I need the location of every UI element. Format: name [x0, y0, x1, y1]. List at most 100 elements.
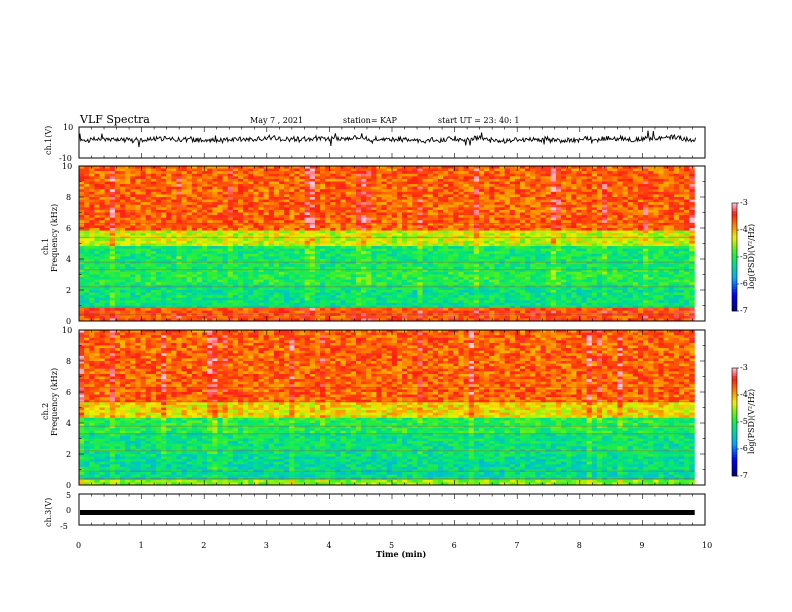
spectrogram-cell [314, 199, 321, 203]
spectrogram-cell [632, 264, 639, 268]
spectrogram-cell [109, 189, 116, 193]
spectrogram-cell [627, 228, 634, 231]
spectrogram-cell [284, 166, 290, 169]
spectrogram-cell [499, 215, 506, 219]
spectrogram-cell [232, 204, 239, 208]
spectrogram-cell [243, 243, 249, 247]
spectrogram-cell [535, 166, 541, 169]
spectrogram-cell [309, 253, 316, 257]
spectrogram-cell [653, 194, 659, 198]
spectrogram-cell [325, 238, 331, 242]
spectrogram-cell [176, 204, 182, 208]
spectrogram-cell [294, 238, 300, 242]
spectrogram-cell [340, 238, 347, 242]
spectrogram-cell [222, 212, 229, 216]
spectrogram-cell [468, 228, 475, 231]
spectrogram-cell [561, 186, 567, 190]
spectrogram-cell [525, 204, 531, 208]
spectrogram-cell [566, 264, 572, 268]
spectrogram-cell [463, 173, 470, 177]
spectrogram-cell [427, 212, 434, 216]
spectrogram-cell [648, 168, 654, 172]
spectrogram-cell [540, 189, 547, 193]
spectrogram-cell [166, 186, 172, 190]
spectrogram-cell [278, 238, 285, 242]
spectrogram-cell [678, 259, 685, 262]
spectrogram-cell [99, 186, 106, 190]
spectrogram-cell [571, 225, 577, 229]
spectrogram-cell [120, 269, 126, 273]
spectrogram-cell [602, 220, 608, 224]
spectrogram-cell [473, 166, 480, 169]
spectrogram-cell [155, 266, 162, 270]
spectrogram-cell [535, 225, 541, 229]
spectrogram-cell [299, 202, 306, 206]
spectrogram-cell [648, 222, 654, 226]
spectrogram-cell [166, 225, 172, 229]
spectrogram-cell [458, 251, 464, 255]
spectrogram-cell [325, 209, 331, 213]
spectrogram-cell [637, 222, 644, 226]
spectrogram-cell [273, 168, 280, 172]
spectrogram-cell [581, 171, 588, 175]
spectrogram-cell [207, 243, 213, 247]
spectrogram-cell [207, 181, 213, 185]
spectrogram-cell [437, 251, 444, 255]
spectrogram-cell [499, 189, 506, 193]
spectrogram-cell [535, 194, 541, 198]
spectrogram-cell [248, 186, 254, 190]
spectrogram-cell [94, 253, 100, 257]
spectrogram-cell [227, 204, 234, 208]
spectrogram-cell [463, 184, 470, 188]
spectrogram-cell [104, 202, 111, 206]
spectrogram-cell [489, 264, 495, 268]
spectrogram-cell [509, 251, 516, 255]
spectrogram-cell [320, 266, 326, 270]
spectrogram-cell [437, 248, 444, 252]
spectrogram-cell [376, 266, 382, 270]
spectrogram-cell [386, 264, 393, 268]
spectrogram-cell [684, 176, 690, 180]
spectrogram-cell [407, 264, 413, 268]
spectrogram-cell [114, 259, 121, 262]
spectrogram-cell [196, 264, 203, 268]
spectrogram-cell [689, 207, 695, 211]
spectrogram-cell [443, 217, 449, 221]
spectrogram-cell [227, 264, 234, 268]
spectrogram-cell [289, 266, 295, 270]
spectrogram-cell [407, 220, 413, 224]
spectrogram-cell [663, 228, 670, 231]
spectrogram-cell [648, 238, 654, 242]
spectrogram-cell [79, 220, 85, 224]
spectrogram-cell [345, 230, 352, 234]
spectrogram-cell [668, 184, 675, 188]
spectrogram-cell [145, 222, 152, 226]
spectrogram-cell [181, 166, 188, 169]
spectrogram-cell [678, 199, 685, 203]
spectrogram-cell [427, 166, 434, 169]
spectrogram-cell [637, 266, 644, 270]
spectrogram-cell [561, 173, 567, 177]
spectrogram-cell [648, 212, 654, 216]
spectrogram-cell [673, 261, 680, 265]
spectrogram-cell [335, 178, 341, 182]
spectrogram-cell [196, 248, 203, 252]
spectrogram-cell [273, 238, 280, 242]
spectrogram-cell [99, 230, 106, 234]
spectrogram-cell [607, 178, 613, 182]
spectrogram-cell [396, 261, 403, 265]
spectrogram-cell [458, 178, 464, 182]
spectrogram-cell [79, 191, 85, 195]
spectrogram-cell [566, 225, 572, 229]
spectrogram-cell [586, 240, 593, 244]
spectrogram-cell [545, 225, 552, 229]
spectrogram-cell [330, 264, 336, 268]
spectrogram-cell [689, 251, 695, 255]
spectrogram-cell [294, 264, 300, 268]
spectrogram-cell [678, 207, 685, 211]
spectrogram-cell [622, 168, 629, 172]
header-start-time: start UT = 23: 40: 1 [438, 116, 519, 125]
spectrogram-cell [284, 181, 290, 185]
spectrogram-cell [607, 176, 613, 180]
spectrogram-cell [432, 186, 439, 190]
